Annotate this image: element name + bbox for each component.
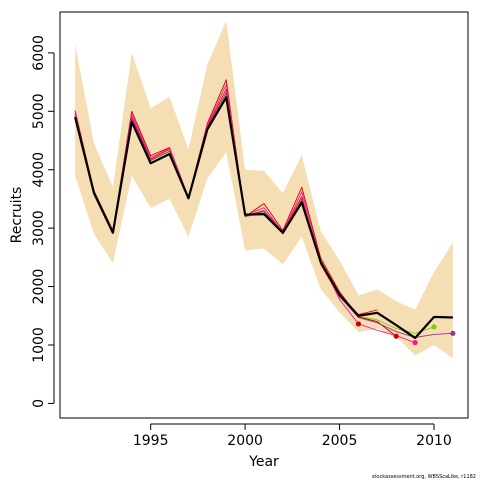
- x-tick-label: 1995: [133, 433, 169, 449]
- end-markers-layer: [355, 321, 456, 346]
- y-axis: 0 1000 2000 3000 4000 5000 6000: [31, 35, 55, 408]
- y-tick-label: 3000: [31, 210, 47, 246]
- y-tick-label: 1000: [31, 327, 47, 363]
- x-axis: 1995 2000 2005 2010: [133, 423, 452, 449]
- x-tick-label: 2000: [227, 433, 263, 449]
- series-end-marker-2: [393, 333, 399, 339]
- y-tick-label: 6000: [31, 35, 47, 71]
- y-axis-title: Recruits: [9, 187, 25, 244]
- retro-marker-0: [355, 321, 362, 327]
- confidence-band: [75, 20, 453, 359]
- series-end-marker-5: [450, 330, 456, 336]
- series-end-marker-4: [431, 324, 437, 330]
- plot-frame: [59, 11, 469, 419]
- series-lines-layer: [74, 79, 453, 344]
- x-tick-label: 2010: [416, 433, 452, 449]
- series-end-marker-3: [412, 340, 418, 346]
- y-tick-label: 0: [31, 399, 47, 408]
- y-tick-label: 5000: [31, 93, 47, 129]
- footnote: stockassessment.org, WBSScaLike, r1182: [372, 474, 476, 480]
- series-line-main-estimate: [74, 96, 453, 340]
- x-tick-label: 2005: [322, 433, 358, 449]
- series-line-retro-5: [74, 92, 453, 338]
- y-tick-label: 4000: [31, 152, 47, 188]
- x-axis-title: Year: [248, 454, 279, 470]
- y-tick-label: 2000: [31, 269, 47, 305]
- confidence-band-layer: [75, 20, 453, 359]
